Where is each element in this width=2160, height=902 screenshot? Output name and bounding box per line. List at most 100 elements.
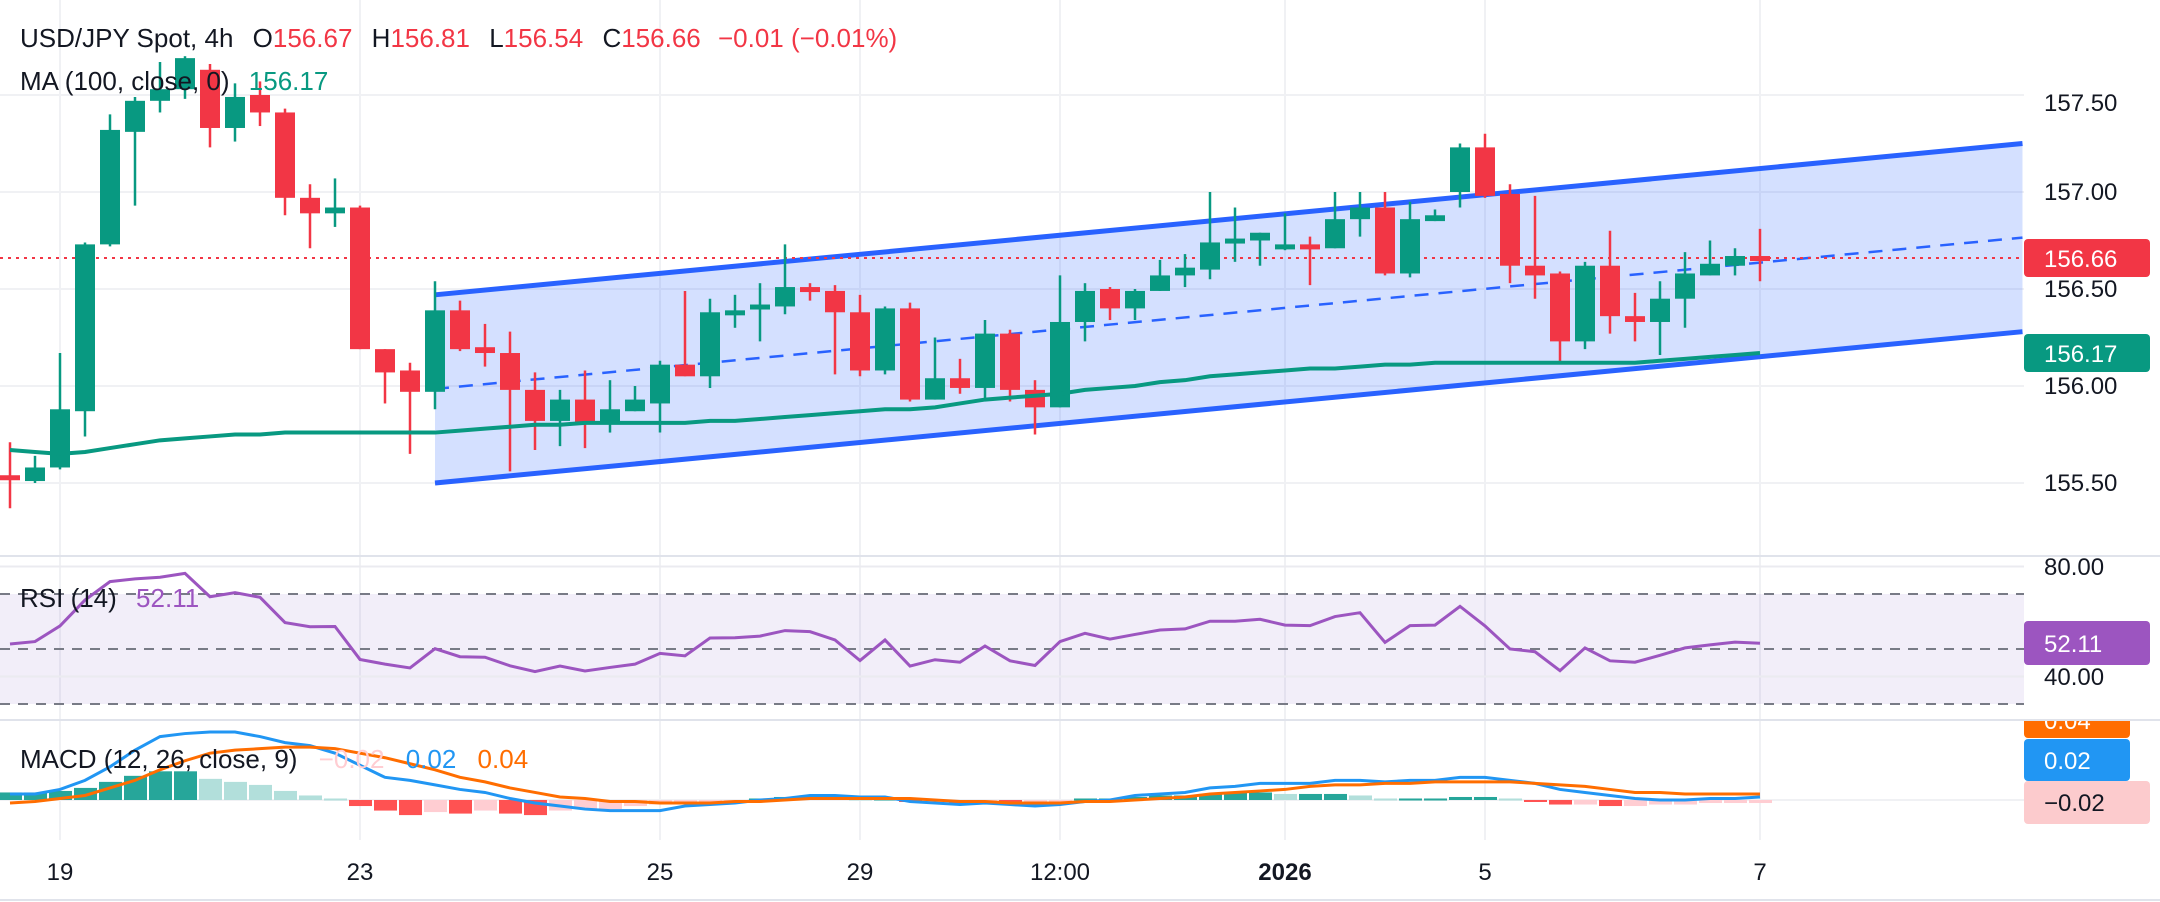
- macd-histogram-bar: [399, 800, 422, 816]
- open-value: 156.67: [273, 23, 353, 53]
- time-tick: 23: [347, 859, 374, 886]
- candle-body: [1325, 219, 1345, 249]
- candle-body: [1000, 333, 1020, 390]
- candle: [1350, 192, 1370, 237]
- candle-body: [250, 95, 270, 113]
- candle-body: [1600, 265, 1620, 317]
- macd-histogram-bar: [1449, 796, 1472, 800]
- candle: [150, 62, 170, 113]
- candle: [75, 242, 95, 437]
- candle-body: [475, 347, 495, 354]
- candle-body: [225, 96, 245, 128]
- candle: [1450, 143, 1470, 208]
- candle: [275, 108, 295, 216]
- candle: [975, 320, 995, 400]
- candle: [1425, 209, 1445, 222]
- candle: [1700, 240, 1720, 276]
- rsi-badge-text: 52.11: [2044, 631, 2102, 658]
- macd-histogram-bar: [1374, 798, 1397, 801]
- candle: [725, 294, 745, 328]
- rsi-legend[interactable]: RSI (14) 52.11: [20, 583, 199, 613]
- macd-histogram-bar: [24, 792, 47, 800]
- candle: [1750, 228, 1770, 282]
- candle: [1300, 236, 1320, 286]
- last-price-badge-text: 156.66: [2044, 246, 2117, 273]
- candle: [825, 285, 845, 375]
- candle-body: [300, 197, 320, 214]
- time-tick: 12:00: [1030, 859, 1090, 886]
- candle-body: [925, 378, 945, 400]
- candle-body: [1500, 193, 1520, 266]
- macd-histogram-bar: [1499, 798, 1522, 801]
- candle: [1150, 259, 1170, 291]
- parallel-channel[interactable]: [434, 141, 2023, 486]
- macd-badge: [2024, 739, 2130, 781]
- candle: [1075, 283, 1095, 342]
- macd-legend[interactable]: MACD (12, 26, close, 9) −0.02 0.02 0.04: [20, 744, 528, 774]
- candle-body: [600, 409, 620, 423]
- ma-legend[interactable]: MA (100, close, 0) 156.17: [20, 66, 328, 96]
- time-axis[interactable]: 19 23 25 29 12:00 2026 5 7: [47, 859, 1767, 886]
- candle: [700, 298, 720, 388]
- candle: [425, 281, 445, 410]
- candle-body: [1225, 238, 1245, 244]
- macd-axis[interactable]: 0.04 0.02 −0.02: [2024, 700, 2150, 824]
- candle: [1100, 287, 1120, 321]
- candle-body: [875, 308, 895, 371]
- open-label: O: [253, 23, 273, 53]
- ma-legend-value: 156.17: [249, 66, 329, 96]
- macd-histogram-bar: [324, 798, 347, 801]
- candles: [0, 56, 1770, 509]
- candle-body: [900, 308, 920, 400]
- candle-body: [1450, 147, 1470, 192]
- macd-histogram-bar: [1549, 800, 1572, 805]
- symbol-title[interactable]: USD/JPY Spot, 4h: [20, 23, 233, 53]
- high-label: H: [372, 23, 391, 53]
- candle-body: [350, 207, 370, 350]
- macd-histogram-bar: [174, 771, 197, 800]
- time-tick-year: 2026: [1258, 859, 1311, 886]
- candle-body: [1300, 244, 1320, 250]
- rsi-axis[interactable]: 80.00 40.00 52.11: [2024, 554, 2150, 691]
- hist-badge-text: −0.02: [2044, 790, 2105, 817]
- change-value: −0.01 (−0.01%): [718, 23, 897, 53]
- ma-badge: [2024, 334, 2150, 372]
- macd-histogram-bar: [1599, 800, 1622, 807]
- candle: [1600, 230, 1620, 334]
- macd-histogram-bar: [1324, 793, 1347, 800]
- last-price-badge: [2024, 239, 2150, 277]
- candle-body: [800, 287, 820, 293]
- candle-body: [375, 349, 395, 373]
- candle: [1500, 184, 1520, 284]
- macd-histogram-bar: [349, 800, 372, 807]
- rsi-badge: [2024, 621, 2150, 665]
- macd-histogram-bar: [1524, 800, 1547, 802]
- macd-histogram-bar: [1074, 798, 1097, 801]
- macd-histogram-bar: [449, 800, 472, 814]
- candle-body: [425, 310, 445, 392]
- low-value: 156.54: [504, 23, 584, 53]
- candle-body: [1125, 290, 1145, 309]
- candle-body: [75, 244, 95, 412]
- macd-histogram-bar: [1474, 796, 1497, 800]
- time-tick: 29: [847, 859, 874, 886]
- candle-body: [1750, 256, 1770, 262]
- candle-body: [650, 364, 670, 404]
- candle-body: [1725, 256, 1745, 266]
- candle-body: [975, 333, 995, 388]
- macd-histogram-bar: [1724, 800, 1747, 804]
- candle: [1650, 281, 1670, 355]
- candle-body: [1075, 290, 1095, 322]
- candle-body: [700, 312, 720, 377]
- candle: [550, 389, 570, 447]
- macd-histogram-bar: [474, 800, 497, 811]
- macd-histogram-bar: [1199, 793, 1222, 800]
- candle: [1550, 271, 1570, 363]
- macd-histogram-bar: [499, 800, 522, 814]
- candle-body: [725, 310, 745, 316]
- price-axis[interactable]: 157.50 157.00 156.50 156.00 155.50 156.6…: [2024, 90, 2150, 497]
- rsi-legend-label: RSI (14): [20, 583, 117, 613]
- candle-body: [525, 389, 545, 421]
- candle: [125, 96, 145, 206]
